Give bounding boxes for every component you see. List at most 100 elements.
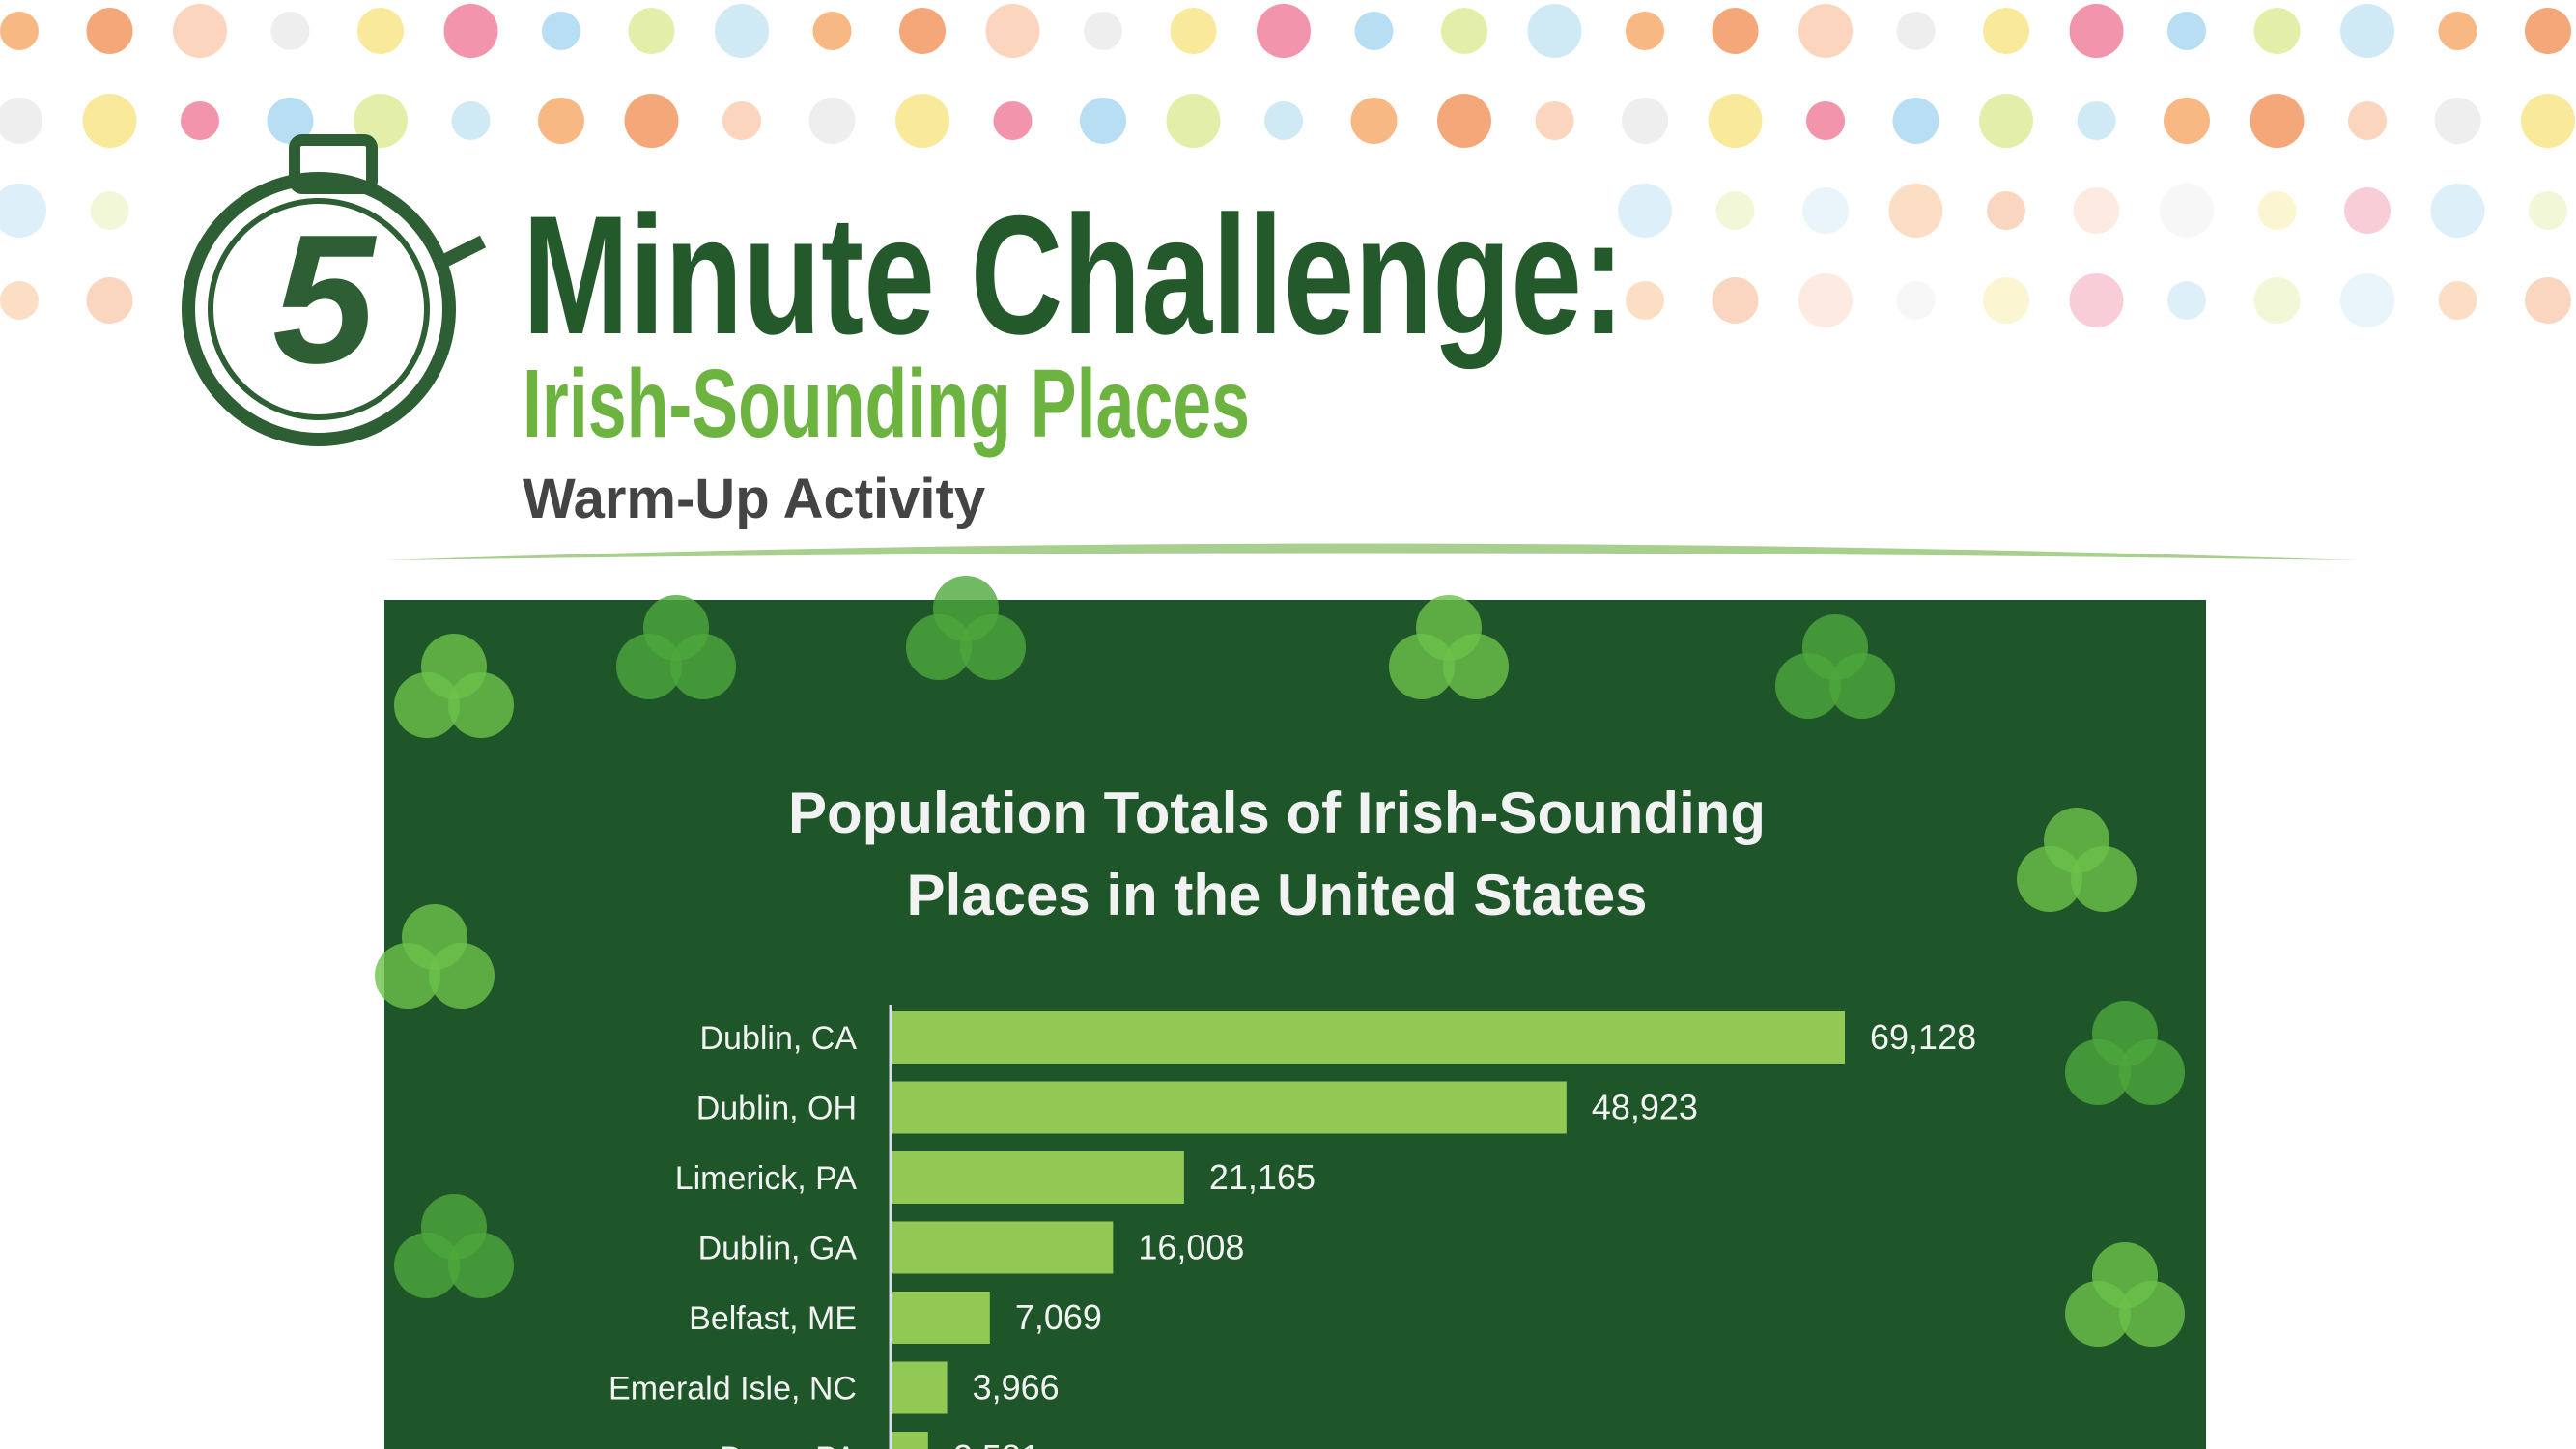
dot: [1080, 98, 1126, 144]
dot: [0, 281, 39, 320]
dot: [1618, 184, 1672, 238]
dot: [2525, 8, 2571, 54]
dot: [2340, 273, 2394, 327]
dot: [895, 94, 949, 148]
dot: [2529, 191, 2567, 230]
subtitle: Irish-Sounding Places: [523, 350, 1250, 458]
clover-leaf: [2017, 846, 2082, 912]
dot: [1441, 8, 1487, 54]
clover-leaf: [1775, 653, 1841, 719]
clover-leaf: [429, 943, 495, 1009]
dot: [1535, 101, 1574, 140]
category-label: Emerald Isle, NC: [609, 1371, 857, 1407]
dot: [899, 8, 946, 54]
clover-leaf: [375, 943, 440, 1009]
bar: [892, 1221, 1114, 1274]
stopwatch-number: 5: [272, 197, 377, 402]
dot: [82, 94, 137, 148]
dot: [1527, 4, 1582, 58]
dot: [808, 98, 856, 144]
category-label: Limerick, PA: [675, 1160, 858, 1197]
dot: [1626, 281, 1664, 320]
dot: [2250, 94, 2305, 148]
dot: [1084, 12, 1122, 50]
dot: [715, 4, 769, 58]
dot: [1896, 12, 1936, 50]
clover-leaf: [616, 634, 682, 699]
clover-leaf: [2119, 1039, 2185, 1105]
value-label: 16,008: [1138, 1228, 1244, 1267]
dot: [0, 98, 42, 144]
dot: [2525, 277, 2571, 324]
clover-leaf: [2119, 1281, 2185, 1347]
clover-leaf: [1389, 634, 1455, 699]
dot: [1437, 94, 1491, 148]
bar: [892, 1081, 1567, 1134]
category-label: Belfast, ME: [689, 1300, 857, 1337]
dot: [270, 12, 310, 50]
dot: [2167, 12, 2206, 50]
clover-leaf: [394, 672, 460, 738]
value-label: 69,128: [1870, 1017, 1976, 1057]
dot: [2340, 4, 2394, 58]
dot: [812, 12, 852, 50]
dot: [2430, 184, 2485, 238]
decorative-dots: [0, 4, 2575, 327]
dot: [1888, 184, 1943, 238]
clover-leaf: [1443, 634, 1509, 699]
dot: [1264, 101, 1303, 140]
headline: Minute Challenge:: [523, 182, 1625, 370]
dot: [1708, 94, 1763, 148]
clover-leaf: [1829, 653, 1895, 719]
value-label: 48,923: [1592, 1088, 1698, 1127]
dot: [2069, 273, 2124, 327]
clover-leaf: [960, 614, 1026, 680]
dot: [2257, 191, 2297, 230]
dot: [1983, 277, 2029, 324]
decorative-clovers: [375, 576, 2185, 1347]
dot: [1802, 187, 1849, 234]
dot: [173, 4, 227, 58]
dot: [1170, 8, 1217, 54]
dot: [0, 12, 39, 50]
bar: [892, 1432, 928, 1449]
dot: [2521, 94, 2575, 148]
dot: [0, 184, 46, 238]
clover-leaf: [670, 634, 736, 699]
dot: [1798, 4, 1853, 58]
dot: [1806, 101, 1845, 140]
chart-title: Population Totals of Irish-Sounding Place…: [788, 781, 1766, 927]
bar: [892, 1011, 1845, 1064]
clover-leaf: [394, 1233, 460, 1298]
clover-leaf: [906, 614, 972, 680]
dot: [722, 101, 761, 140]
dot: [1626, 12, 1664, 50]
dot: [2077, 101, 2116, 140]
dot: [354, 94, 408, 148]
value-label: 21,165: [1209, 1157, 1316, 1197]
dot: [542, 12, 580, 50]
dot: [2069, 4, 2124, 58]
dot: [1983, 8, 2029, 54]
bar: [892, 1361, 948, 1414]
dot: [1257, 4, 1311, 58]
dot: [1350, 98, 1398, 144]
bar: [892, 1292, 990, 1344]
value-label: 2,581: [953, 1437, 1040, 1449]
dot: [86, 8, 133, 54]
clover-leaf: [2065, 1039, 2131, 1105]
dot: [86, 277, 133, 324]
dot: [628, 8, 675, 54]
dot: [1896, 281, 1936, 320]
stopwatch-icon: [182, 134, 487, 446]
value-label: 3,966: [973, 1368, 1060, 1407]
dot: [181, 101, 219, 140]
dot: [443, 4, 498, 58]
dot: [1712, 8, 1759, 54]
dot: [2438, 12, 2477, 50]
tagline: Warm-Up Activity: [523, 468, 985, 530]
dot: [2164, 98, 2210, 144]
dot: [2073, 187, 2120, 234]
